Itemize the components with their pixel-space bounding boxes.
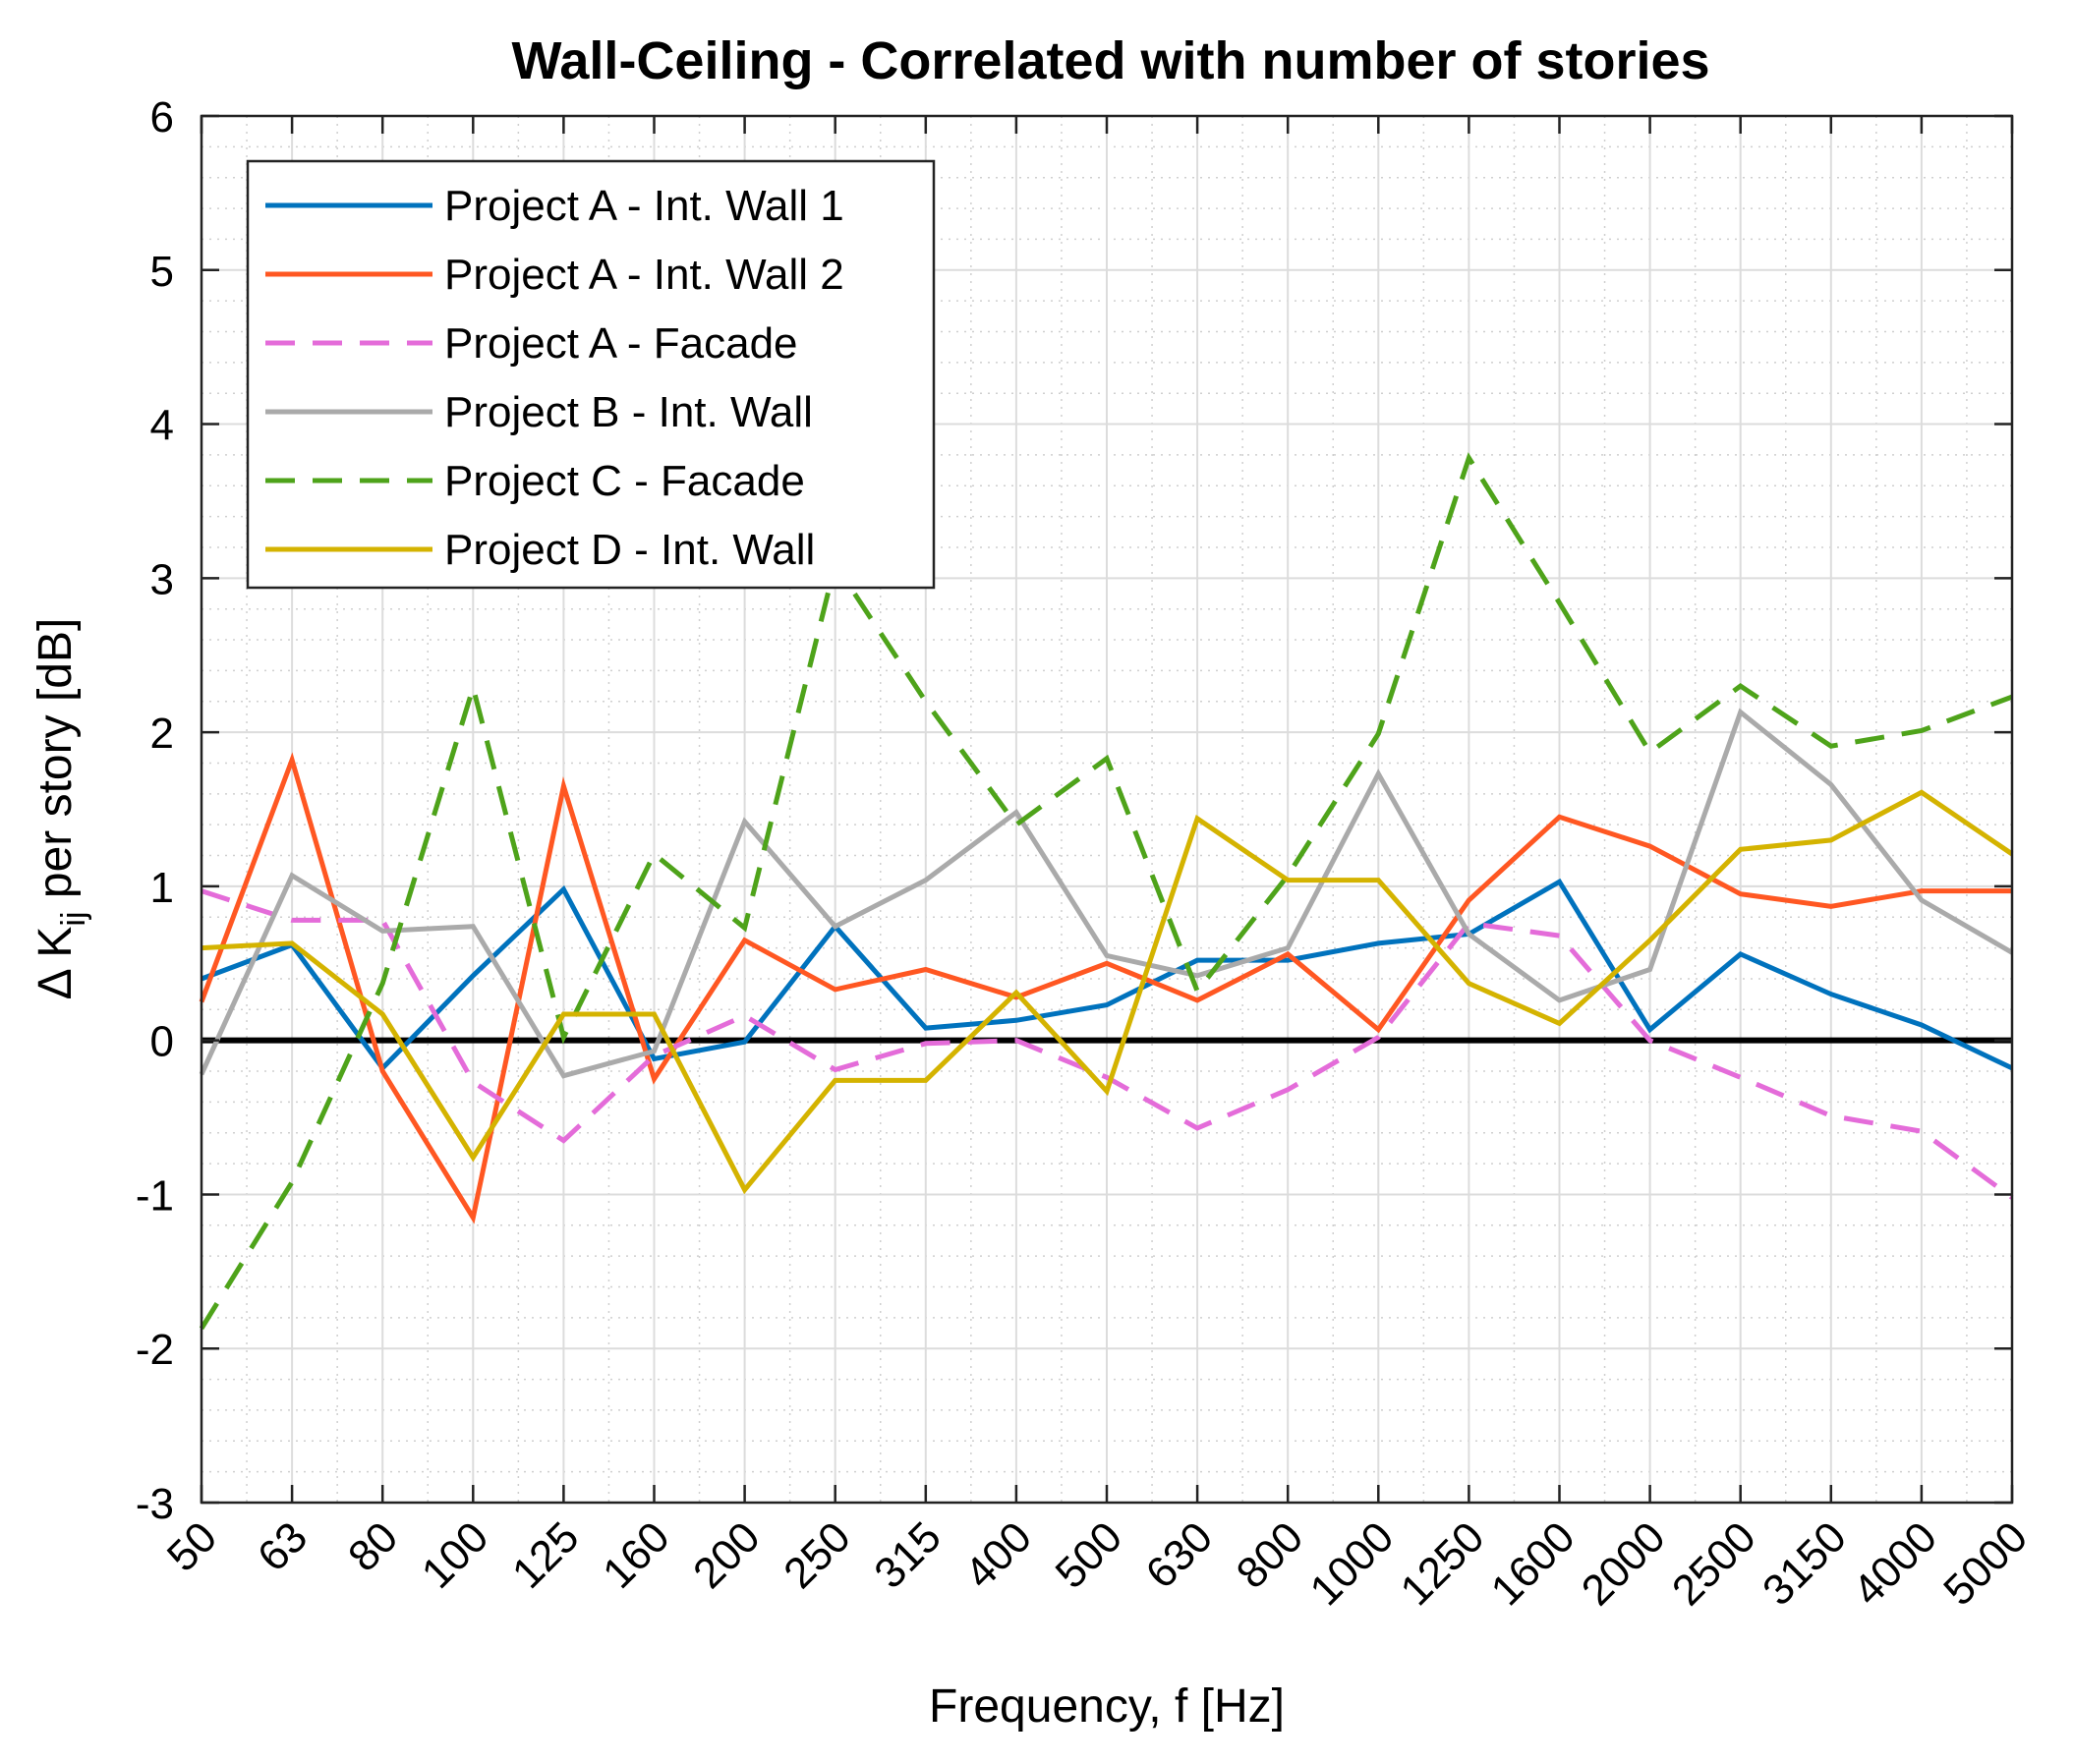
legend: Project A - Int. Wall 1 Project A - Int. … <box>246 159 936 590</box>
y-axis-label-prefix: Δ K <box>29 927 82 1000</box>
legend-box <box>246 159 936 590</box>
y-axis-label: Δ Kij per story [dB] <box>29 618 92 1000</box>
axis-ticks <box>200 114 2014 1505</box>
y-tick-label: 4 <box>150 402 174 450</box>
legend-label-4: Project B - Int. Wall <box>444 388 813 436</box>
y-axis-label-subscript: ij <box>55 911 92 926</box>
y-tick-label: 1 <box>150 864 174 912</box>
y-tick-label: 2 <box>150 710 174 758</box>
legend-label-1: Project A - Int. Wall 1 <box>444 182 844 230</box>
series-line-5 <box>199 452 2013 1331</box>
chart-title: Wall-Ceiling - Correlated with number of… <box>511 31 1709 90</box>
y-tick-label: -2 <box>136 1326 174 1374</box>
series-line-4 <box>199 708 2014 1079</box>
y-axis-tick-labels: -3 -2 -1 0 1 2 3 4 5 6 <box>136 93 174 1528</box>
y-tick-label: -3 <box>136 1480 174 1528</box>
y-tick-label: 0 <box>150 1018 174 1066</box>
legend-label-2: Project A - Int. Wall 2 <box>444 251 844 299</box>
series-line-1 <box>201 878 2014 1072</box>
y-axis-label-suffix: per story [dB] <box>29 618 82 912</box>
legend-label-5: Project C - Facade <box>444 457 805 505</box>
legend-label-3: Project A - Facade <box>444 319 798 368</box>
y-tick-label: -1 <box>136 1171 174 1220</box>
series-line-3 <box>201 888 2014 1200</box>
y-tick-label: 5 <box>150 248 174 296</box>
series-line-6 <box>201 789 2014 1195</box>
y-tick-label: 3 <box>150 555 174 603</box>
y-tick-label: 6 <box>150 93 174 142</box>
x-axis-label: Frequency, f [Hz] <box>929 1680 1285 1733</box>
series-layer <box>199 452 2014 1331</box>
legend-label-6: Project D - Int. Wall <box>444 526 815 574</box>
